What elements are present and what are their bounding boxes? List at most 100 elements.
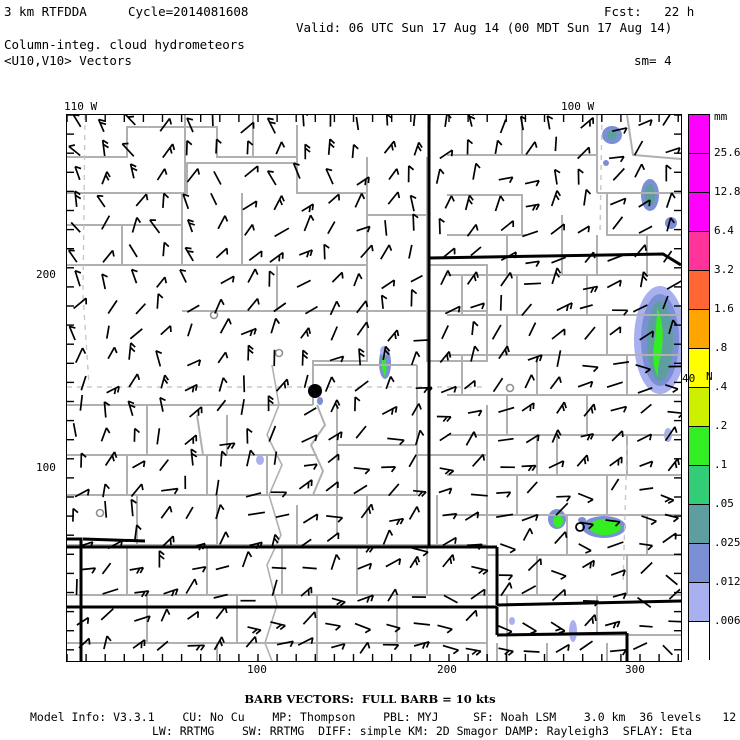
wind-barb [471,453,486,467]
wind-barb [381,279,396,290]
wind-barb [381,405,398,416]
wind-barb [160,374,170,389]
wind-barb [299,538,312,549]
wind-barb [268,270,275,287]
wind-barb [410,274,423,283]
wind-barb [386,623,401,633]
wind-barb [155,350,163,367]
wind-barb [415,386,433,394]
wind-barb [327,221,336,235]
wind-barb [328,431,343,441]
wind-barb [74,488,90,498]
colorbar[interactable] [688,114,710,661]
forecast-map[interactable] [66,114,682,662]
wind-barb [388,168,400,180]
wind-barb [273,451,278,465]
colorbar-band-5 [689,310,709,349]
county-boundaries [67,115,681,661]
wind-barb [551,429,562,443]
wind-barb [247,297,260,311]
wind-barb [413,339,431,342]
wind-barb [665,192,676,208]
wind-barb [80,452,87,468]
wind-barb [612,592,627,600]
colorbar-label-4: 1.6 [714,302,734,315]
wind-barb [525,434,540,444]
wind-barb [388,483,400,497]
x-axis-tick-200: 200 [437,663,457,676]
wind-barb [244,224,255,236]
wind-barb [665,574,678,586]
wind-barb [443,594,458,604]
wind-barb [609,155,625,163]
wind-barb [356,176,370,186]
wind-barb [240,398,245,415]
wind-barb [607,254,623,262]
wind-barb [413,622,430,626]
wind-barb [579,640,593,651]
wind-barb [442,512,458,520]
wind-barb [632,642,648,651]
wind-barb [67,249,78,263]
wind-barb [78,637,91,649]
wind-barb [302,115,309,127]
wind-barb [186,117,194,133]
wind-barb [576,454,589,467]
wind-barb [551,569,567,580]
wind-barb [356,300,369,314]
latitude-40-label: N [706,370,713,383]
cycle-label: Cycle=2014081608 [128,4,249,19]
wind-barb [247,511,266,516]
wind-barb [248,250,263,261]
wind-barb [464,194,474,211]
wind-barb [131,217,142,233]
wind-barb [275,141,286,155]
wind-barb [105,325,110,339]
wind-barb [640,561,653,575]
wind-barb [328,193,340,204]
wind-barb [78,541,94,549]
wind-barb [74,190,82,207]
wind-barb [353,484,368,495]
wind-barb [550,223,566,235]
wind-barb [440,270,452,286]
wind-barb [325,622,341,631]
precipitation-field [256,126,681,642]
wind-barb [162,192,170,208]
wind-barb [411,403,422,416]
wind-barb [187,644,206,651]
wind-barb [161,487,179,495]
wind-barb [466,271,479,285]
wind-barb [184,383,198,393]
wind-barb [577,146,591,160]
wind-barb [641,515,657,526]
wind-barb [466,138,474,155]
wind-barb [521,303,533,316]
wind-barb [351,143,359,159]
wind-barb [303,407,317,416]
wind-barb [101,273,108,290]
wind-barb [582,285,599,294]
wind-barb [499,294,503,311]
wind-barb [668,620,681,623]
wind-barb [412,115,416,127]
wind-barb-field [67,115,681,656]
wind-barb [500,272,513,287]
wind-barb [132,639,146,649]
wind-barb [444,195,455,209]
wind-barb [499,119,507,134]
wind-barb [163,588,179,597]
wind-barb [524,179,540,187]
wind-barb [609,326,622,336]
wind-barb [156,428,161,445]
wind-barb [521,513,539,522]
wind-barb [246,449,256,467]
wind-barb [275,513,290,519]
wind-barb [302,513,319,524]
wind-barb [74,165,82,181]
wind-barb [331,271,344,283]
wind-barb [330,326,338,341]
colorbar-label-10: .025 [714,536,740,549]
city-marker-small-c [95,508,105,518]
wind-barb [102,588,119,595]
